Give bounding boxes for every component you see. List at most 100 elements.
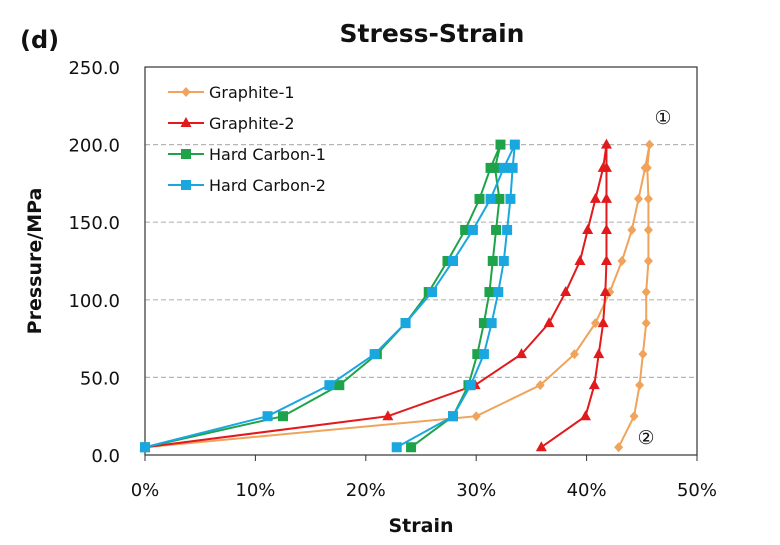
legend-label: Hard Carbon-2 <box>209 176 326 195</box>
legend-label: Graphite-2 <box>209 114 295 133</box>
data-point <box>478 318 489 329</box>
data-point <box>590 318 600 329</box>
data-point <box>543 317 555 328</box>
data-point <box>638 349 648 360</box>
data-point <box>582 223 594 234</box>
data-point <box>507 162 518 173</box>
data-point <box>400 318 411 329</box>
data-point <box>278 411 288 422</box>
data-point <box>641 287 651 298</box>
data-point <box>485 193 496 204</box>
y-tick-label: 200.0 <box>68 136 120 157</box>
x-axis-label: Strain <box>389 515 454 537</box>
data-point <box>467 224 478 235</box>
data-point <box>633 193 643 204</box>
data-point <box>574 255 586 265</box>
x-tick-label: 50% <box>677 480 717 501</box>
legend-label: Hard Carbon-1 <box>209 145 326 164</box>
data-point <box>617 256 627 266</box>
y-tick-label: 0.0 <box>91 446 120 467</box>
data-point <box>494 193 505 204</box>
x-tick-label: 10% <box>235 480 275 501</box>
data-point <box>645 139 655 150</box>
data-point <box>324 380 335 391</box>
data-point <box>442 256 453 266</box>
legend-marker <box>181 87 191 97</box>
y-tick-label: 50.0 <box>80 368 120 389</box>
data-point <box>629 411 639 422</box>
data-point <box>600 223 612 234</box>
data-point <box>643 256 653 266</box>
data-point <box>643 193 653 204</box>
data-point <box>472 349 483 360</box>
data-point <box>560 286 572 297</box>
data-point <box>535 441 547 452</box>
x-tick-label: 0% <box>131 480 160 501</box>
data-point <box>382 410 394 421</box>
data-point <box>498 256 509 266</box>
data-point <box>486 318 497 329</box>
annotation-1: ① <box>654 107 671 129</box>
data-point <box>465 380 476 391</box>
data-point <box>478 349 489 360</box>
data-point <box>600 161 612 172</box>
x-tick-label: 30% <box>456 480 496 501</box>
data-point <box>493 287 504 298</box>
data-point <box>509 139 520 150</box>
data-point <box>334 380 345 391</box>
data-point <box>600 255 612 265</box>
series-layer <box>139 138 655 453</box>
data-point <box>515 348 527 359</box>
y-axis-label: Pressure/MPa <box>24 188 46 335</box>
data-point <box>140 442 150 453</box>
annotation-2: ② <box>637 427 654 449</box>
data-point <box>474 193 485 204</box>
data-point <box>569 349 579 360</box>
y-axis: 0.0 50.0 100.0 150.0 200.0 250.0 <box>68 58 120 467</box>
data-point <box>487 256 498 266</box>
data-point <box>600 192 612 203</box>
series-hard-carbon-2 <box>140 139 520 453</box>
data-point <box>484 287 495 298</box>
data-point <box>579 410 591 421</box>
data-point <box>643 224 653 235</box>
x-tick-label: 40% <box>567 480 607 501</box>
data-point <box>502 224 513 235</box>
data-point <box>471 411 481 422</box>
data-point <box>589 192 601 203</box>
data-point <box>427 287 438 298</box>
data-point <box>391 442 402 453</box>
data-point <box>491 224 502 235</box>
data-point <box>600 138 612 149</box>
legend-marker <box>181 180 191 190</box>
y-tick-label: 100.0 <box>68 291 120 312</box>
data-point <box>614 442 624 453</box>
legend: Graphite-1 Graphite-2 Hard Carbon-1 Hard Ca… <box>168 83 326 195</box>
y-tick-label: 250.0 <box>68 58 120 79</box>
legend-marker <box>180 117 192 127</box>
data-point <box>448 256 459 266</box>
legend-marker <box>181 149 191 159</box>
data-point <box>489 162 500 173</box>
data-point <box>599 286 611 297</box>
data-point <box>448 411 459 422</box>
data-point <box>369 349 380 360</box>
data-point <box>593 348 605 359</box>
data-point <box>498 162 509 173</box>
x-axis: 0% 10% 20% 30% 40% 50% <box>131 455 717 501</box>
data-point <box>597 317 609 328</box>
data-point <box>641 318 651 329</box>
data-point <box>627 224 637 235</box>
data-point <box>588 379 600 390</box>
y-tick-label: 150.0 <box>68 213 120 234</box>
data-point <box>406 442 417 453</box>
data-point <box>535 380 545 391</box>
chart-title: Stress-Strain <box>340 19 525 48</box>
x-tick-label: 20% <box>346 480 386 501</box>
data-point <box>505 193 516 204</box>
data-point <box>495 139 506 150</box>
data-point <box>635 380 645 391</box>
data-point <box>460 224 471 235</box>
plot-frame <box>144 66 698 456</box>
